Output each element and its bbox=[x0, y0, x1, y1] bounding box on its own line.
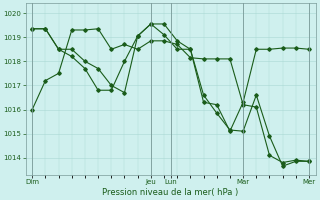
X-axis label: Pression niveau de la mer( hPa ): Pression niveau de la mer( hPa ) bbox=[102, 188, 239, 197]
